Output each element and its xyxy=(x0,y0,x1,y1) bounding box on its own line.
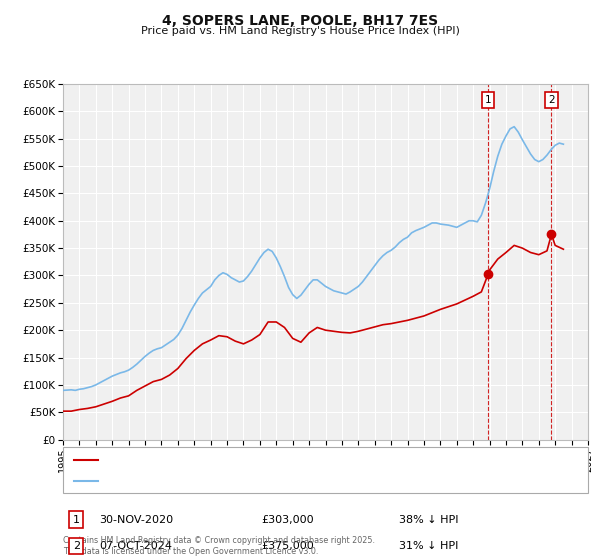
Text: 31% ↓ HPI: 31% ↓ HPI xyxy=(399,541,458,551)
Text: 30-NOV-2020: 30-NOV-2020 xyxy=(99,515,173,525)
Text: £375,000: £375,000 xyxy=(261,541,314,551)
Text: 38% ↓ HPI: 38% ↓ HPI xyxy=(399,515,458,525)
Text: 1: 1 xyxy=(485,95,491,105)
Text: 2: 2 xyxy=(73,541,80,551)
Text: 2: 2 xyxy=(548,95,555,105)
Text: £303,000: £303,000 xyxy=(261,515,314,525)
Text: 07-OCT-2024: 07-OCT-2024 xyxy=(99,541,172,551)
Text: 4, SOPERS LANE, POOLE, BH17 7ES (detached house): 4, SOPERS LANE, POOLE, BH17 7ES (detache… xyxy=(102,455,365,465)
Text: Contains HM Land Registry data © Crown copyright and database right 2025.
This d: Contains HM Land Registry data © Crown c… xyxy=(63,536,375,556)
Text: Price paid vs. HM Land Registry's House Price Index (HPI): Price paid vs. HM Land Registry's House … xyxy=(140,26,460,36)
Text: 4, SOPERS LANE, POOLE, BH17 7ES: 4, SOPERS LANE, POOLE, BH17 7ES xyxy=(162,14,438,28)
Text: 1: 1 xyxy=(73,515,80,525)
Text: HPI: Average price, detached house, Bournemouth Christchurch and Poole: HPI: Average price, detached house, Bour… xyxy=(102,476,466,486)
